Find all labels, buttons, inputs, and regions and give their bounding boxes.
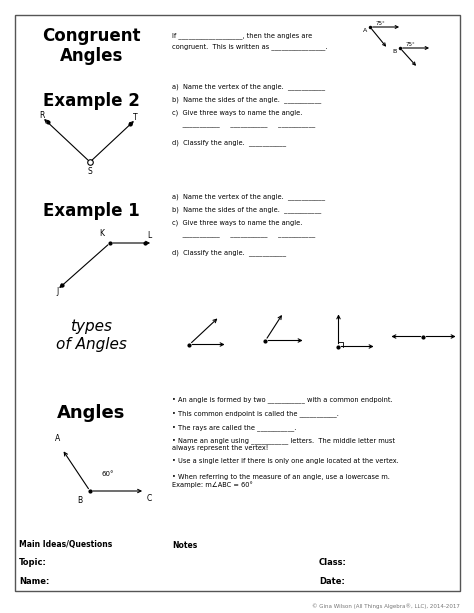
- Text: ___________     ___________     ___________: ___________ ___________ ___________: [172, 121, 315, 127]
- Bar: [345, 15, 460, 77]
- Bar: [168, 298, 241, 375]
- Text: Main Ideas/Questions: Main Ideas/Questions: [19, 541, 112, 549]
- Bar: [15, 572, 310, 591]
- Text: K: K: [99, 229, 104, 238]
- Bar: [168, 298, 460, 389]
- Text: 60°: 60°: [102, 471, 115, 477]
- Text: 75°: 75°: [406, 42, 416, 47]
- Bar: [314, 298, 387, 375]
- Text: R: R: [40, 111, 45, 120]
- Text: Congruent
Angles: Congruent Angles: [42, 26, 141, 66]
- Text: Date:: Date:: [319, 577, 345, 586]
- Bar: [168, 188, 460, 297]
- Bar: [15, 554, 310, 571]
- Text: b)  Name the sides of the angle.  ___________: b) Name the sides of the angle. ________…: [172, 96, 321, 103]
- Bar: [168, 390, 460, 536]
- Text: A: A: [55, 434, 61, 443]
- Text: • This common endpoint is called the ___________.: • This common endpoint is called the ___…: [172, 410, 339, 417]
- Text: • The rays are called the ___________.: • The rays are called the ___________.: [172, 424, 296, 431]
- Bar: [387, 298, 460, 375]
- Bar: [168, 15, 460, 77]
- Text: © Gina Wilson (All Things Algebra®, LLC), 2014-2017: © Gina Wilson (All Things Algebra®, LLC)…: [312, 603, 460, 609]
- Bar: [15, 390, 168, 536]
- Bar: [168, 375, 460, 389]
- Text: T: T: [133, 113, 137, 122]
- Text: • An angle is formed by two ___________ with a common endpoint.: • An angle is formed by two ___________ …: [172, 396, 392, 403]
- Text: Notes: Notes: [172, 541, 197, 549]
- Text: Example 1: Example 1: [43, 202, 140, 220]
- Text: If ___________________, then the angles are
congruent.  This is written as _____: If ___________________, then the angles …: [172, 32, 328, 50]
- Text: d)  Classify the angle.  ___________: d) Classify the angle. ___________: [172, 249, 286, 256]
- Text: c)  Give three ways to name the angle.: c) Give three ways to name the angle.: [172, 219, 302, 226]
- Text: b)  Name the sides of the angle.  ___________: b) Name the sides of the angle. ________…: [172, 206, 321, 213]
- Text: J: J: [57, 287, 59, 296]
- Text: d)  Classify the angle.  ___________: d) Classify the angle. ___________: [172, 139, 286, 146]
- Text: types
of Angles: types of Angles: [56, 319, 127, 352]
- Text: C: C: [147, 494, 152, 503]
- Text: A: A: [363, 28, 367, 33]
- Text: S: S: [88, 167, 92, 176]
- Text: L: L: [147, 231, 151, 240]
- Bar: [315, 554, 460, 571]
- Text: • Use a single letter if there is only one angle located at the vertex.: • Use a single letter if there is only o…: [172, 458, 399, 464]
- Bar: [168, 78, 460, 187]
- Bar: [315, 572, 460, 591]
- Bar: [15, 78, 168, 187]
- Text: Class:: Class:: [319, 558, 347, 567]
- Text: Angles: Angles: [57, 404, 126, 422]
- Bar: [241, 298, 314, 375]
- Text: a)  Name the vertex of the angle.  ___________: a) Name the vertex of the angle. _______…: [172, 83, 325, 89]
- Text: ___________     ___________     ___________: ___________ ___________ ___________: [172, 231, 315, 237]
- Bar: [15, 15, 168, 77]
- Text: Example 2: Example 2: [43, 92, 140, 110]
- Bar: [168, 537, 460, 553]
- Text: • Name an angle using ___________ letters.  The middle letter must
always repres: • Name an angle using ___________ letter…: [172, 437, 395, 451]
- Text: Name:: Name:: [19, 577, 49, 586]
- Bar: [168, 15, 345, 77]
- Text: c)  Give three ways to name the angle.: c) Give three ways to name the angle.: [172, 109, 302, 115]
- Bar: [15, 188, 168, 297]
- Text: a)  Name the vertex of the angle.  ___________: a) Name the vertex of the angle. _______…: [172, 193, 325, 200]
- Text: B: B: [77, 496, 82, 505]
- Bar: [15, 537, 168, 553]
- Text: • When referring to the measure of an angle, use a lowercase m.
Example: m∠ABC =: • When referring to the measure of an an…: [172, 474, 390, 489]
- Text: Topic:: Topic:: [19, 558, 47, 567]
- Text: 75°: 75°: [376, 21, 386, 26]
- Text: B: B: [393, 49, 397, 54]
- Bar: [15, 298, 168, 389]
